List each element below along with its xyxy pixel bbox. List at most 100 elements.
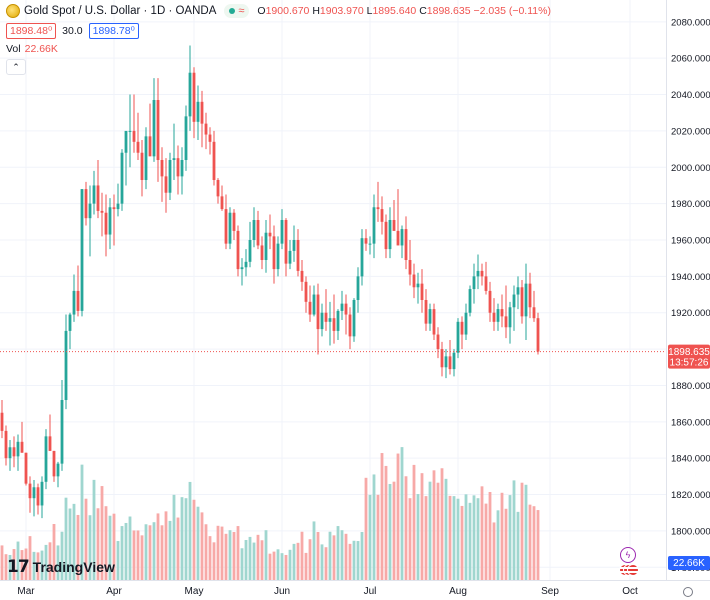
price-tick-label: 1960.000 <box>671 236 710 247</box>
candle-body <box>84 189 88 219</box>
volume-bar <box>336 526 340 580</box>
time-axis[interactable]: Mar Apr May Jun Jul Aug Sep Oct <box>17 586 638 597</box>
candle <box>12 436 16 468</box>
volume-bar <box>424 496 428 580</box>
volume-bar <box>300 531 304 580</box>
candle <box>488 281 492 322</box>
sell-price-button[interactable]: 1898.48⁰ <box>6 23 57 39</box>
candle-body <box>484 276 488 291</box>
lightning-icon[interactable]: ϟ <box>620 547 636 563</box>
candle-body <box>432 309 436 335</box>
candle <box>364 229 368 251</box>
volume-value: 22.66K <box>24 43 58 55</box>
price-tick-label: 2000.000 <box>671 163 710 174</box>
volume-bar <box>40 550 44 580</box>
price-tick-label: 1800.000 <box>671 526 710 537</box>
candle-body <box>128 130 132 132</box>
candle-body <box>80 189 84 311</box>
volume-bar <box>252 542 256 580</box>
volume-bar <box>332 535 336 580</box>
candle-body <box>380 209 384 222</box>
candle <box>248 221 252 268</box>
candle-body <box>284 220 288 264</box>
candle <box>152 78 156 162</box>
candle <box>220 185 224 211</box>
time-tick-label: Oct <box>622 586 638 597</box>
volume-bar <box>20 550 24 580</box>
candle-body <box>232 212 236 231</box>
price-scale[interactable]: 2080.000 2060.000 2040.000 2020.000 2000.000… <box>0 0 710 581</box>
volume-bar <box>396 453 400 580</box>
volume-bar <box>480 486 484 580</box>
candle <box>272 225 276 284</box>
candle <box>484 261 488 295</box>
volume-legend[interactable]: Vol 22.66K <box>6 43 58 55</box>
candle-body <box>136 141 140 153</box>
candle <box>16 434 20 471</box>
candle-body <box>140 152 144 180</box>
candle-body <box>332 318 336 331</box>
candle <box>8 440 12 471</box>
candle <box>52 450 56 482</box>
volume-bar <box>288 549 292 580</box>
candle-body <box>260 245 264 260</box>
candle <box>296 229 300 277</box>
symbol-row[interactable]: Gold Spot / U.S. Dollar · 1D · OANDA ≈ O… <box>6 4 551 18</box>
buy-price-button[interactable]: 1898.78⁰ <box>88 23 139 39</box>
candle-body <box>216 180 220 197</box>
candle <box>472 263 476 304</box>
candle <box>196 85 200 140</box>
collapse-legend-button[interactable]: ⌃ <box>6 59 26 75</box>
candle-body <box>440 349 444 368</box>
candles <box>0 45 540 519</box>
candle <box>72 274 76 322</box>
volume-bar <box>504 508 508 580</box>
candle-body <box>344 303 348 315</box>
volume-bar <box>152 522 156 580</box>
candle-body <box>188 72 192 117</box>
candle <box>140 140 144 197</box>
candle <box>84 181 88 226</box>
candle-body <box>20 441 24 453</box>
candle <box>228 207 232 250</box>
volume-bar <box>296 542 300 580</box>
volume-bar <box>432 470 436 580</box>
candle <box>180 147 184 195</box>
us-flag-stack-icon[interactable] <box>619 564 641 578</box>
volume-bar <box>512 480 516 580</box>
volume-bar <box>380 453 384 580</box>
candle <box>452 349 456 377</box>
symbol-title[interactable]: Gold Spot / U.S. Dollar · 1D · OANDA <box>24 5 217 17</box>
candle-body <box>56 463 60 477</box>
volume-bar <box>356 541 360 580</box>
candle-body <box>388 220 392 250</box>
volume-bar <box>68 508 72 580</box>
market-status[interactable]: ≈ <box>224 4 250 18</box>
volume-bar <box>172 494 176 580</box>
volume-bar <box>4 554 8 580</box>
candle <box>520 280 524 324</box>
volume-bar <box>376 494 380 580</box>
volume-bar <box>168 520 172 580</box>
candle <box>376 181 380 222</box>
candle <box>428 303 432 331</box>
candle <box>0 400 4 439</box>
candle-body <box>88 203 92 219</box>
candle <box>504 285 508 339</box>
candle-body <box>268 232 272 237</box>
volume-bar <box>508 495 512 580</box>
candle-body <box>404 229 408 260</box>
volume-bar <box>320 544 324 580</box>
settings-icon[interactable] <box>683 587 693 597</box>
volume-bar <box>88 515 92 580</box>
candle <box>340 290 344 320</box>
candle-body <box>300 270 304 282</box>
candle <box>348 307 352 350</box>
candle <box>420 269 424 313</box>
candle <box>516 276 520 310</box>
volume-bar <box>76 514 80 580</box>
candle-body <box>168 160 172 193</box>
tradingview-logo[interactable]: 17 TradingView <box>7 557 115 577</box>
volume-bar <box>440 468 444 580</box>
